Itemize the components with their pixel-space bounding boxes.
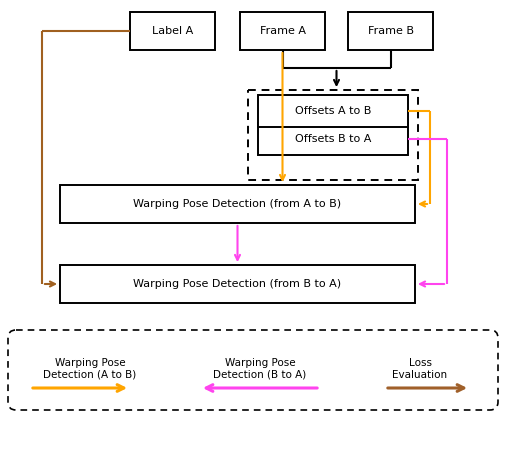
Bar [258,123,408,155]
FancyBboxPatch shape [8,330,498,410]
Text: Loss
Evaluation: Loss Evaluation [392,358,447,380]
Bar [240,12,325,50]
Bar [348,12,433,50]
Bar [248,90,418,180]
Bar [60,185,415,223]
Text: Warping Pose
Detection (B to A): Warping Pose Detection (B to A) [214,358,307,380]
Text: Label A: Label A [152,26,193,36]
Bar [258,95,408,127]
Text: Frame B: Frame B [368,26,414,36]
Text: Offsets A to B: Offsets A to B [295,106,371,116]
Text: Warping Pose Detection (from A to B): Warping Pose Detection (from A to B) [134,199,342,209]
Bar [130,12,215,50]
Text: Warping Pose
Detection (A to B): Warping Pose Detection (A to B) [44,358,137,380]
Text: Offsets B to A: Offsets B to A [295,134,371,144]
Bar [60,265,415,303]
Text: Warping Pose Detection (from B to A): Warping Pose Detection (from B to A) [134,279,342,289]
Text: Frame A: Frame A [260,26,306,36]
